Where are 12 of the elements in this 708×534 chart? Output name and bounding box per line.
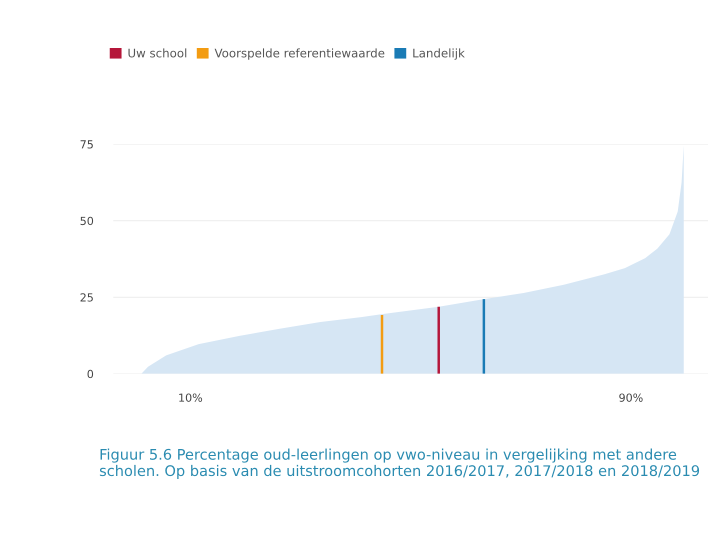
legend-label: Voorspelde referentiewaarde [214, 48, 384, 60]
bar [437, 306, 440, 374]
legend-label: Landelijk [413, 48, 465, 60]
legend-label: Uw school [128, 48, 186, 58]
y-tick-label: 75 [80, 140, 93, 149]
y-tick-label: 0 [88, 370, 94, 378]
x-tick-label: 10% [179, 393, 202, 402]
x-tick-label: 90% [619, 393, 643, 402]
y-tick-label: 25 [80, 293, 93, 302]
bar [482, 299, 486, 374]
text: Figuur 5.6 Percentage oud-leerlingen op vwo-niveau in vergelijking met andere scholen. Op basis van de uitstroomcohorten 2016/2017, 2017/2018 en 2018/2019 [100, 448, 700, 480]
y-tick-label: 50 [80, 216, 94, 226]
